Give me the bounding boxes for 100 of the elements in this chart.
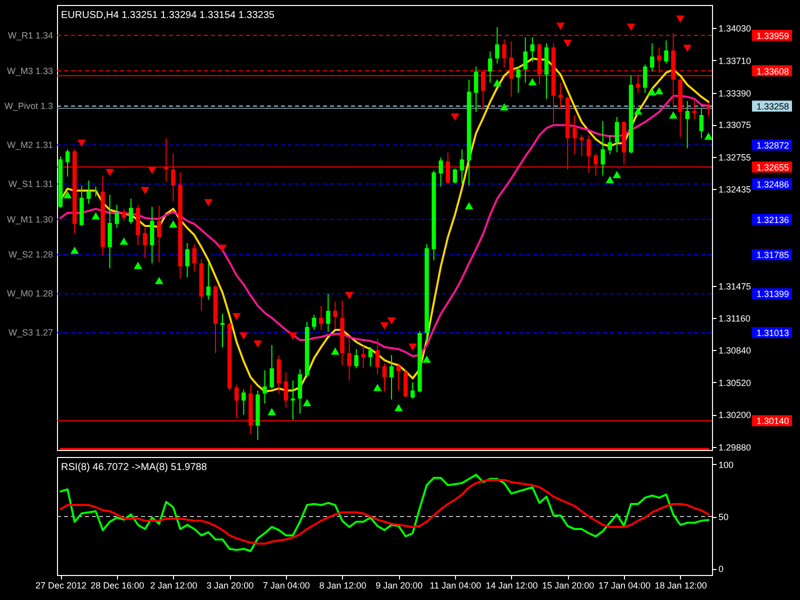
point — [612, 170, 622, 178]
point — [331, 347, 340, 355]
x-tick-label: 15 Jan 20:00 — [542, 580, 594, 590]
candlestick — [460, 148, 464, 184]
point — [704, 132, 712, 140]
candlestick — [375, 338, 380, 375]
ref-line-label: W_Pivot 1.3 — [4, 101, 53, 112]
point — [345, 292, 354, 300]
candlestick — [368, 346, 373, 367]
text: RSI(8) 46.7072 ->MA(8) 51.9788 — [61, 462, 208, 473]
candlestick — [474, 66, 478, 112]
y-tick-label: 1.33390 — [718, 88, 752, 98]
x-tick-label: 2 Jan 12:00 — [150, 580, 198, 590]
point — [134, 262, 142, 269]
candlestick — [185, 242, 190, 278]
y-tick-label: 50 — [718, 512, 729, 522]
point — [387, 317, 396, 324]
point — [380, 322, 389, 330]
y2-tick-label: 1.31785 — [756, 250, 790, 260]
candlestick — [516, 66, 520, 94]
candlestick — [530, 36, 535, 62]
candlestick — [389, 354, 394, 400]
candlestick — [382, 362, 387, 392]
y2-tick-label: 1.33608 — [756, 66, 790, 76]
candlestick — [262, 370, 267, 404]
candlestick — [157, 205, 162, 263]
y2-tick-label: 1.33959 — [756, 30, 790, 41]
candlestick — [122, 208, 126, 222]
x-tick-label: 28 Dec 16:00 — [90, 580, 144, 590]
candlestick — [488, 50, 492, 84]
y2-tick-label: 1.30140 — [756, 416, 790, 426]
y2-tick-label: 1.31399 — [756, 289, 790, 300]
point — [120, 238, 128, 245]
candlestick — [319, 305, 324, 330]
x-tick-label: 27 Dec 2012 — [36, 580, 87, 590]
point — [556, 22, 565, 30]
candlestick — [206, 262, 211, 300]
candlestick — [523, 36, 528, 84]
text: EURUSD,H4 1.33251 1.33294 1.33154 1.33235 — [61, 10, 275, 21]
ref-line-label: W_R1 1.34 — [8, 30, 53, 40]
candlestick — [495, 26, 500, 64]
point — [302, 398, 312, 406]
point — [634, 107, 642, 115]
y-tick-label: 1.34030 — [718, 24, 752, 34]
y-tick-label: 1.33075 — [718, 120, 752, 130]
point — [169, 220, 178, 228]
x-tick-label: 9 Jan 20:00 — [376, 580, 423, 590]
candlestick — [220, 313, 225, 348]
candlestick — [192, 244, 196, 272]
point — [288, 332, 298, 340]
candlestick — [270, 344, 274, 389]
candlestick — [600, 120, 605, 176]
candlestick — [410, 382, 415, 400]
point — [268, 408, 276, 416]
y2-tick-label: 1.32486 — [756, 180, 790, 190]
candlestick — [114, 204, 119, 229]
candlestick — [692, 100, 697, 120]
y2-tick-label: 1.33258 — [756, 102, 790, 112]
candlestick — [361, 346, 366, 369]
point — [239, 332, 248, 340]
candlestick — [558, 82, 563, 110]
line-series — [60, 94, 710, 358]
candlestick — [580, 134, 584, 157]
candlestick — [396, 362, 401, 391]
candlestick — [650, 42, 654, 72]
y-tick-label: 1.32435 — [718, 184, 752, 195]
point — [154, 276, 164, 284]
point — [408, 343, 417, 351]
point — [422, 356, 431, 363]
point — [63, 191, 72, 198]
candlestick — [94, 186, 98, 198]
y2-tick-label: 1.32136 — [756, 214, 790, 225]
ref-line-label: W_M0 1.28 — [6, 288, 53, 299]
point — [77, 140, 86, 147]
candlestick — [452, 168, 458, 184]
point — [232, 313, 241, 320]
y-tick-label: 100 — [718, 460, 734, 470]
y-tick-label: 1.30520 — [718, 378, 752, 388]
point — [254, 340, 262, 348]
line-series — [60, 478, 710, 545]
candlestick — [86, 180, 91, 204]
point — [683, 44, 692, 52]
ref-line-label: W_S2 1.28 — [8, 250, 53, 260]
x-tick-label: 11 Jan 04:00 — [430, 580, 482, 590]
candlestick — [234, 384, 239, 418]
y-tick-label: 0 — [718, 564, 724, 574]
candlestick — [347, 337, 352, 381]
candlestick — [242, 388, 246, 416]
point — [148, 166, 156, 174]
point — [450, 113, 460, 121]
y-tick-label: 1.30200 — [718, 410, 752, 420]
candlestick — [699, 107, 704, 139]
ref-line-label: W_M1 1.30 — [6, 214, 53, 224]
candlestick — [685, 100, 690, 149]
x-tick-label: 8 Jan 12:00 — [319, 580, 366, 590]
y2-tick-label: 1.31013 — [756, 328, 790, 338]
point — [70, 246, 79, 254]
point — [204, 199, 213, 206]
y-tick-label: 1.31160 — [718, 313, 750, 324]
y-tick-label: 1.33710 — [718, 56, 752, 66]
